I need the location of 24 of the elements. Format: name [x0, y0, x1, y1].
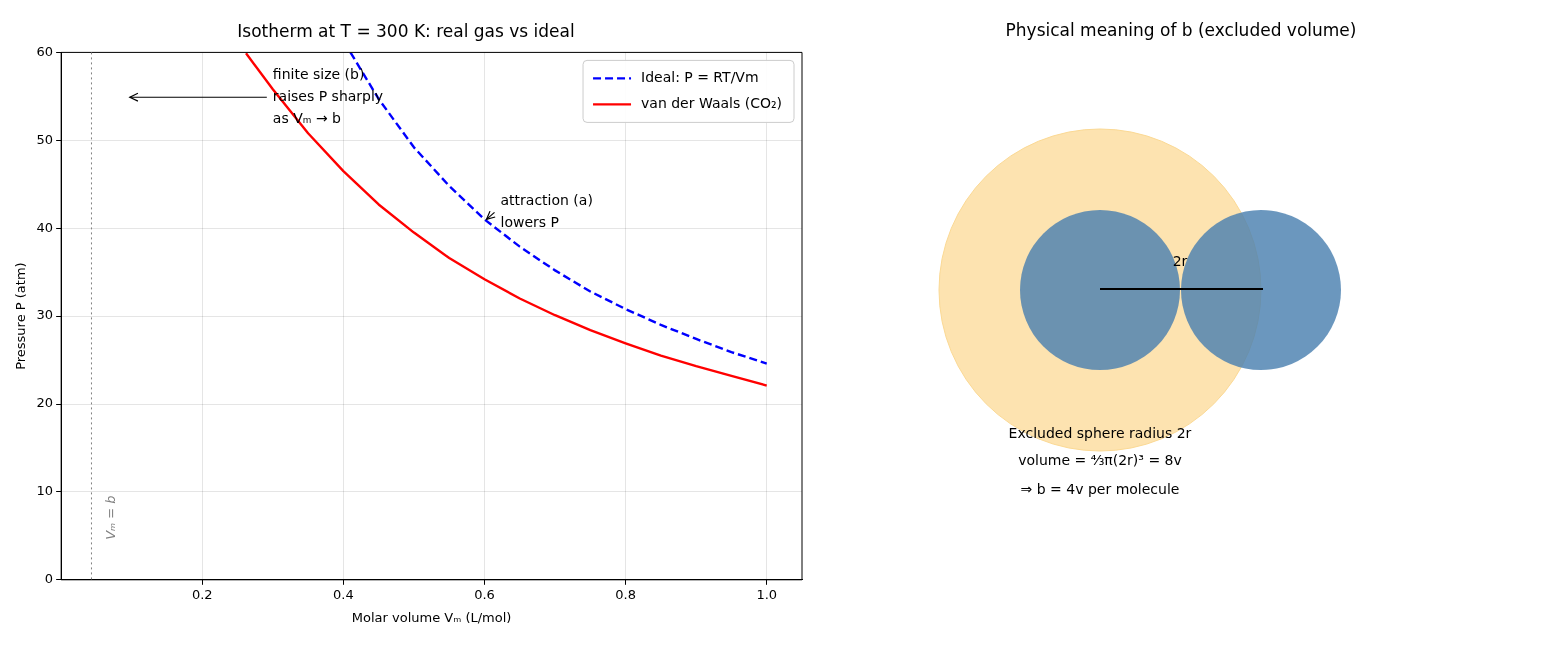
x-tick-label: 0.8 — [615, 586, 636, 602]
legend-label: Ideal: P = RT/Vm — [641, 69, 759, 86]
y-tick-label: 40 — [36, 219, 54, 235]
x-tick-label: 0.2 — [191, 586, 213, 602]
y-axis-title: Pressure P (atm) — [13, 262, 29, 370]
text: 2r — [1172, 253, 1188, 269]
chart-title: Isotherm at T = 300 K: real gas vs ideal — [237, 20, 575, 41]
x-tick-label: 0.6 — [474, 586, 495, 602]
y-tick-label: 30 — [36, 307, 54, 323]
text: ⇒ b = 4v per molecule — [1020, 481, 1180, 497]
x-tick-label: 1.0 — [756, 586, 778, 602]
y-tick-label: 10 — [36, 483, 54, 499]
ref-line-label: Vₘ = b — [102, 495, 118, 540]
x-tick-label: 0.4 — [333, 586, 354, 602]
text: Excluded sphere radius 2r — [1008, 425, 1192, 441]
y-tick-label: 50 — [36, 131, 54, 147]
x-axis-title: Molar volume Vₘ (L/mol) — [351, 609, 512, 625]
legend-label: van der Waals (CO₂) — [641, 95, 782, 112]
y-tick-label: 0 — [44, 571, 54, 587]
text: Physical meaning of b (excluded volume) — [1005, 20, 1357, 40]
annotation: attraction (a) lowers P — [500, 192, 593, 231]
text: volume = ⁴⁄₃π(2r)³ = 8v — [1018, 452, 1182, 468]
y-tick-label: 20 — [36, 395, 54, 411]
y-tick-label: 60 — [36, 43, 54, 59]
